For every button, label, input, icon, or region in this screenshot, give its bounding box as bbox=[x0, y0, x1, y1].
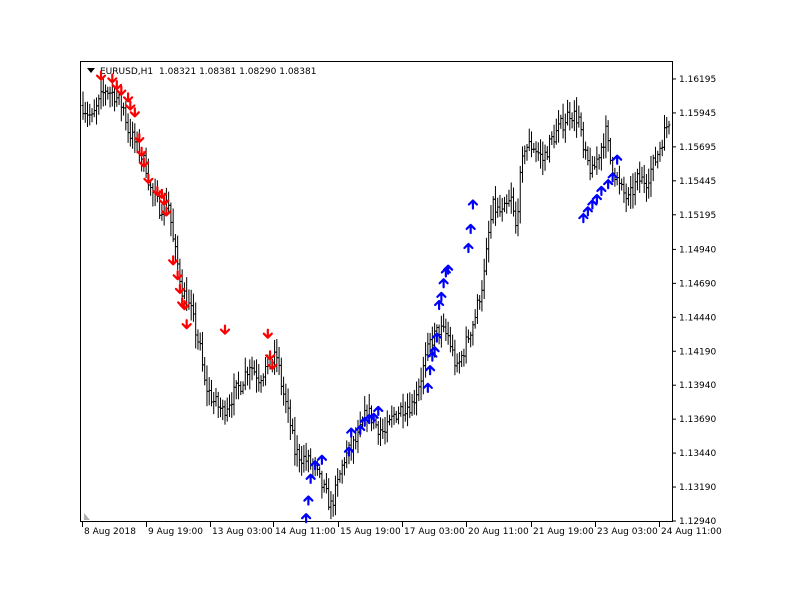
time-tick-label: 21 Aug 19:00 bbox=[533, 527, 594, 537]
scroll-shift-marker[interactable] bbox=[84, 513, 90, 520]
price-tick-label: 1.15195 bbox=[679, 211, 716, 221]
buy-arrow-icon bbox=[424, 365, 436, 376]
buy-arrow-icon bbox=[346, 427, 357, 438]
buy-arrow-icon bbox=[596, 185, 607, 197]
buy-arrow-icon bbox=[431, 332, 442, 343]
sell-arrow-icon bbox=[179, 300, 190, 311]
buy-arrow-icon bbox=[436, 291, 447, 302]
sell-arrow-icon bbox=[111, 80, 122, 91]
sell-arrow-icon bbox=[262, 328, 273, 339]
price-tick-label: 1.13690 bbox=[679, 415, 716, 425]
price-tick-label: 1.13940 bbox=[679, 381, 716, 391]
ohlc-bar bbox=[667, 120, 671, 135]
sell-arrow-icon bbox=[134, 133, 145, 144]
time-tick-label: 23 Aug 03:00 bbox=[597, 527, 658, 537]
sell-arrow-icon bbox=[125, 100, 136, 111]
buy-arrow-icon bbox=[603, 179, 614, 190]
buy-arrow-icon bbox=[591, 193, 602, 205]
price-tick-label: 1.16195 bbox=[679, 75, 716, 85]
price-tick-label: 1.14440 bbox=[679, 313, 716, 323]
buy-arrow-icon bbox=[465, 223, 476, 235]
sell-arrow-icon bbox=[172, 270, 183, 281]
price-tick-label: 1.15445 bbox=[679, 177, 716, 187]
time-tick-label: 17 Aug 03:00 bbox=[404, 527, 465, 537]
time-tick-label: 24 Aug 11:00 bbox=[661, 527, 722, 537]
buy-arrow-icon bbox=[582, 206, 593, 217]
chart-header-quote: 1.08321 1.08381 1.08290 1.08381 bbox=[159, 67, 316, 77]
buy-arrow-icon bbox=[612, 154, 623, 165]
symbol-dropdown-icon[interactable] bbox=[87, 68, 95, 73]
time-tick-label: 20 Aug 11:00 bbox=[468, 527, 529, 537]
time-tick-label: 15 Aug 19:00 bbox=[340, 527, 401, 537]
sell-arrow-icon bbox=[264, 350, 276, 361]
sell-arrow-icon bbox=[107, 73, 118, 84]
price-tick-label: 1.13190 bbox=[679, 483, 716, 493]
buy-arrow-icon bbox=[303, 495, 314, 506]
sell-arrow-icon bbox=[129, 107, 140, 118]
buy-arrow-icon bbox=[301, 513, 312, 524]
buy-arrow-icon bbox=[355, 424, 366, 436]
buy-arrow-icon bbox=[364, 413, 375, 425]
buy-arrow-icon bbox=[422, 382, 433, 393]
price-axis-labels: 1.16195 1.15945 1.15695 1.15445 1.15195 1.149… bbox=[672, 75, 716, 527]
sell-arrow-icon bbox=[95, 70, 107, 81]
signal-arrows bbox=[95, 70, 623, 524]
buy-arrow-icon bbox=[463, 242, 474, 254]
buy-arrow-icon bbox=[607, 172, 618, 183]
sell-arrow-icon bbox=[168, 255, 179, 266]
sell-arrow-icon bbox=[219, 324, 231, 335]
time-tick-label: 14 Aug 11:00 bbox=[275, 527, 336, 537]
buy-arrow-icon bbox=[443, 264, 454, 275]
sell-arrow-icon bbox=[174, 283, 186, 294]
sell-arrow-icon bbox=[122, 92, 134, 103]
price-tick-label: 1.15695 bbox=[679, 143, 716, 153]
price-tick-label: 1.14190 bbox=[679, 347, 716, 357]
buy-arrow-icon bbox=[578, 212, 589, 224]
buy-arrow-icon bbox=[438, 278, 449, 289]
buy-arrow-icon bbox=[587, 199, 598, 210]
buy-arrow-icon bbox=[434, 299, 445, 311]
buy-arrow-icon bbox=[316, 454, 328, 465]
sell-arrow-icon bbox=[138, 157, 149, 168]
time-tick-label: 13 Aug 03:00 bbox=[212, 527, 273, 537]
buy-arrow-icon bbox=[305, 473, 316, 484]
sell-arrow-icon bbox=[143, 173, 154, 184]
price-tick-label: 1.14690 bbox=[679, 279, 716, 289]
sell-arrow-icon bbox=[181, 319, 192, 330]
sell-arrow-icon bbox=[136, 146, 147, 157]
buy-arrow-icon bbox=[310, 460, 321, 471]
time-tick-label: 8 Aug 2018 bbox=[84, 527, 136, 537]
sell-arrow-icon bbox=[156, 188, 167, 199]
buy-arrow-icon bbox=[368, 412, 379, 423]
buy-arrow-icon bbox=[343, 446, 355, 457]
chart-header-symbol: EURUSD,H1 bbox=[100, 67, 153, 77]
price-tick-label: 1.13440 bbox=[679, 449, 716, 459]
buy-arrow-icon bbox=[429, 346, 440, 357]
price-tick-label: 1.15945 bbox=[679, 109, 716, 119]
price-tick-label: 1.14940 bbox=[679, 245, 716, 255]
sell-arrow-icon bbox=[161, 206, 172, 217]
sell-arrow-icon bbox=[159, 195, 170, 206]
buy-arrow-icon bbox=[373, 405, 384, 417]
time-axis-labels: 8 Aug 2018 9 Aug 19:00 13 Aug 03:00 14 Aug … bbox=[82, 521, 722, 537]
sell-arrow-icon bbox=[116, 85, 127, 96]
price-tick-label: 1.12940 bbox=[679, 517, 716, 527]
time-tick-label: 9 Aug 19:00 bbox=[148, 527, 203, 537]
buy-arrow-icon bbox=[467, 199, 479, 210]
sell-arrow-icon bbox=[267, 359, 278, 371]
